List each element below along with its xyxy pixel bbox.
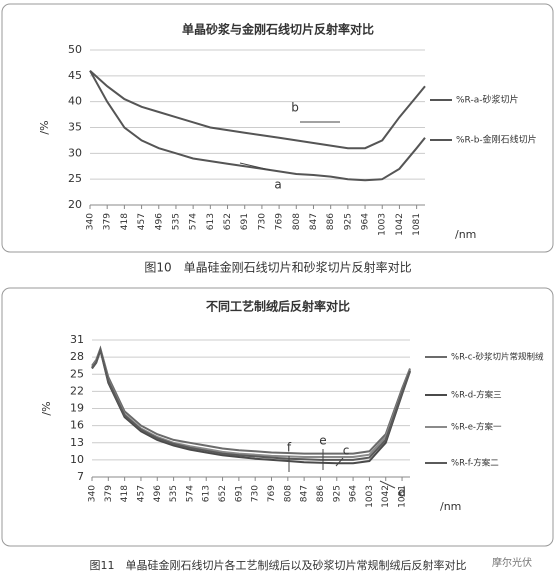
series-line xyxy=(91,346,411,461)
y-tick-label: 16 xyxy=(70,419,84,432)
x-tick-label: 340 xyxy=(88,485,98,502)
x-tick-label: 925 xyxy=(332,485,342,502)
x-tick-label: 1003 xyxy=(378,213,388,236)
y-tick-label: 40 xyxy=(68,95,82,108)
y-tick-label: 7 xyxy=(77,470,84,483)
x-tick-label: 613 xyxy=(202,485,212,502)
annotation-leader xyxy=(239,162,271,171)
x-axis-label: /nm xyxy=(440,500,461,513)
x-tick-label: 652 xyxy=(218,485,228,502)
x-tick-label: 496 xyxy=(153,485,163,502)
x-tick-label: 1042 xyxy=(395,213,405,236)
series-line xyxy=(89,70,426,182)
chart-title: 不同工艺制绒后反射率对比 xyxy=(206,299,350,314)
y-tick-label: 10 xyxy=(70,453,84,466)
x-tick-label: 730 xyxy=(257,213,267,230)
x-tick-label: 535 xyxy=(171,213,181,230)
y-tick-label: 19 xyxy=(70,402,84,415)
annotation: b xyxy=(291,101,299,115)
x-axis-label: /nm xyxy=(455,228,476,241)
y-axis-label: /% xyxy=(38,120,51,134)
annotation-leader xyxy=(335,457,344,467)
x-tick-label: 808 xyxy=(292,213,302,230)
x-tick-label: 847 xyxy=(300,485,310,502)
annotation: e xyxy=(319,434,326,448)
annotation-leader xyxy=(379,480,396,489)
annotation: c xyxy=(343,444,350,458)
x-tick-label: 535 xyxy=(169,485,179,502)
y-tick-label: 20 xyxy=(68,198,82,211)
legend-label: %R-e-方案一 xyxy=(451,422,502,433)
y-tick-label: 22 xyxy=(70,384,84,397)
x-tick-label: 457 xyxy=(136,485,146,502)
legend-label: %R-f-方案二 xyxy=(451,458,499,469)
chart-frame xyxy=(1,287,554,547)
x-tick-label: 379 xyxy=(103,213,113,230)
x-tick-label: 496 xyxy=(154,213,164,230)
y-axis-label: /% xyxy=(40,401,53,415)
series-line xyxy=(91,345,411,455)
caption: 图10 单晶硅金刚石线切片和砂浆切片反射率对比 xyxy=(144,260,411,275)
x-tick-label: 769 xyxy=(275,213,285,230)
x-tick-label: 847 xyxy=(309,213,319,230)
x-tick-label: 1081 xyxy=(412,213,422,236)
annotation: f xyxy=(287,441,292,455)
x-tick-label: 613 xyxy=(206,213,216,230)
annotation: d xyxy=(398,486,406,500)
legend-label: %R-b-金刚石线切片 xyxy=(456,134,537,146)
annotation: a xyxy=(274,178,281,192)
watermark: 摩尔光伏 xyxy=(492,556,532,569)
x-tick-label: 1003 xyxy=(365,485,375,508)
x-tick-label: 925 xyxy=(343,213,353,230)
y-tick-label: 45 xyxy=(68,69,82,82)
x-tick-label: 730 xyxy=(251,485,261,502)
caption: 图11 单晶硅金刚石线切片各工艺制绒后以及砂浆切片常规制绒后反射率对比 xyxy=(90,558,467,572)
x-tick-label: 574 xyxy=(185,485,195,502)
x-tick-label: 340 xyxy=(86,213,96,230)
x-tick-label: 964 xyxy=(361,213,371,230)
y-tick-label: 25 xyxy=(70,367,84,380)
x-tick-label: 886 xyxy=(316,485,326,502)
y-tick-label: 35 xyxy=(68,121,82,134)
x-tick-label: 574 xyxy=(189,213,199,230)
x-tick-label: 1081 xyxy=(398,485,408,508)
y-tick-label: 28 xyxy=(70,350,84,363)
y-tick-label: 50 xyxy=(68,43,82,56)
y-tick-label: 31 xyxy=(70,333,84,346)
legend-label: %R-d-方案三 xyxy=(451,390,502,401)
x-tick-label: 886 xyxy=(326,213,336,230)
x-tick-label: 457 xyxy=(137,213,147,230)
series-line xyxy=(89,69,426,150)
x-tick-label: 691 xyxy=(234,485,244,502)
legend-label: %R-c-砂浆切片常规制绒 xyxy=(451,352,544,363)
x-tick-label: 1042 xyxy=(381,485,391,508)
x-tick-label: 808 xyxy=(283,485,293,502)
x-tick-label: 769 xyxy=(267,485,277,502)
x-tick-label: 964 xyxy=(349,485,359,502)
x-tick-label: 691 xyxy=(240,213,250,230)
x-tick-label: 652 xyxy=(223,213,233,230)
y-tick-label: 30 xyxy=(68,146,82,159)
x-tick-label: 418 xyxy=(120,213,130,230)
x-tick-label: 379 xyxy=(104,485,114,502)
x-tick-label: 418 xyxy=(120,485,130,502)
chart-title: 单晶砂浆与金刚石线切片反射率对比 xyxy=(182,22,374,37)
y-tick-label: 25 xyxy=(68,172,82,185)
y-tick-label: 13 xyxy=(70,436,84,449)
legend-label: %R-a-砂浆切片 xyxy=(456,94,518,106)
